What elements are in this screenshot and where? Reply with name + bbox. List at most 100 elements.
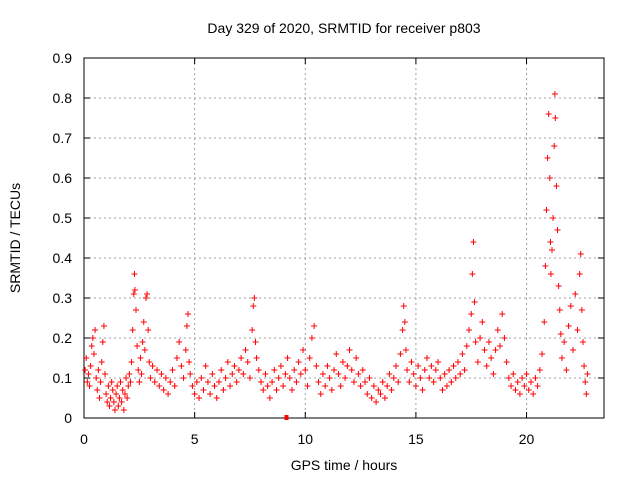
data-point (284, 355, 291, 361)
data-point (557, 331, 564, 337)
data-point (481, 347, 488, 353)
data-point (469, 271, 476, 277)
data-point (229, 371, 236, 377)
data-point (165, 391, 172, 397)
data-point (111, 407, 118, 413)
data-point (401, 319, 408, 325)
data-point (428, 363, 435, 369)
data-point (235, 367, 242, 373)
data-point (393, 363, 399, 369)
data-point (450, 363, 457, 369)
data-point (114, 383, 121, 389)
data-point (574, 327, 581, 333)
data-point (355, 371, 362, 377)
data-point (581, 363, 588, 369)
data-point (563, 367, 570, 373)
data-point (242, 347, 249, 353)
data-point (584, 371, 591, 377)
data-point (238, 355, 245, 361)
axis-ticks (83, 57, 604, 419)
data-point (96, 395, 103, 401)
data-point (485, 339, 492, 345)
data-point (556, 307, 563, 313)
data-point (468, 311, 475, 317)
data-point (140, 319, 147, 325)
x-tick-label: 0 (80, 431, 88, 447)
data-point (412, 383, 419, 389)
data-point (215, 379, 222, 385)
data-point (302, 367, 309, 373)
data-point (95, 367, 102, 373)
data-point (162, 375, 169, 381)
x-tick-label: 20 (519, 431, 535, 447)
data-point (353, 355, 360, 361)
data-point (293, 379, 300, 385)
data-point (117, 379, 124, 385)
data-point (273, 387, 280, 393)
data-point (158, 371, 165, 377)
data-point (344, 363, 351, 369)
data-point (565, 323, 572, 329)
data-point (545, 111, 552, 117)
y-tick-label: 0 (64, 410, 72, 426)
data-point (443, 383, 450, 389)
data-point (370, 383, 377, 389)
data-point (348, 367, 355, 373)
data-point (477, 335, 484, 341)
data-point (550, 215, 557, 221)
data-point (426, 375, 433, 381)
data-point (362, 379, 369, 385)
data-point (198, 375, 205, 381)
data-point (178, 363, 185, 369)
data-point (505, 375, 512, 381)
data-point (479, 319, 486, 325)
data-point (419, 387, 426, 393)
data-point (249, 327, 256, 333)
data-point (474, 359, 481, 365)
data-point (118, 399, 125, 405)
data-point (129, 327, 136, 333)
data-point (379, 379, 386, 385)
data-point (131, 287, 138, 293)
data-point (137, 355, 144, 361)
data-point (289, 387, 295, 393)
data-point (317, 391, 324, 397)
data-point (297, 371, 304, 377)
data-point (459, 351, 466, 357)
data-point (337, 383, 344, 389)
data-point (145, 327, 152, 333)
data-point (104, 399, 111, 405)
data-point (364, 391, 371, 397)
data-point (408, 359, 415, 365)
data-point (457, 371, 464, 377)
data-point (92, 327, 99, 333)
data-point (417, 375, 424, 381)
data-point (375, 387, 382, 393)
data-point (156, 383, 163, 389)
data-point (180, 375, 187, 381)
data-point (255, 367, 262, 373)
data-point (151, 379, 158, 385)
data-point (189, 383, 196, 389)
y-tick-label: 0.9 (53, 50, 73, 66)
data-point (227, 383, 234, 389)
data-point (454, 359, 461, 365)
data-point (193, 379, 200, 385)
data-point (472, 339, 479, 345)
data-point (141, 347, 148, 353)
data-point (87, 363, 94, 369)
data-point (519, 375, 526, 381)
data-point (406, 379, 413, 385)
data-point (82, 367, 89, 373)
data-point (324, 363, 331, 369)
data-point (483, 363, 490, 369)
data-point (135, 367, 142, 373)
data-point (264, 383, 271, 389)
data-point (437, 375, 444, 381)
data-point (224, 359, 231, 365)
data-point (130, 291, 137, 297)
data-point (390, 375, 397, 381)
data-point (222, 375, 229, 381)
data-points (82, 91, 591, 413)
data-point (89, 335, 96, 341)
